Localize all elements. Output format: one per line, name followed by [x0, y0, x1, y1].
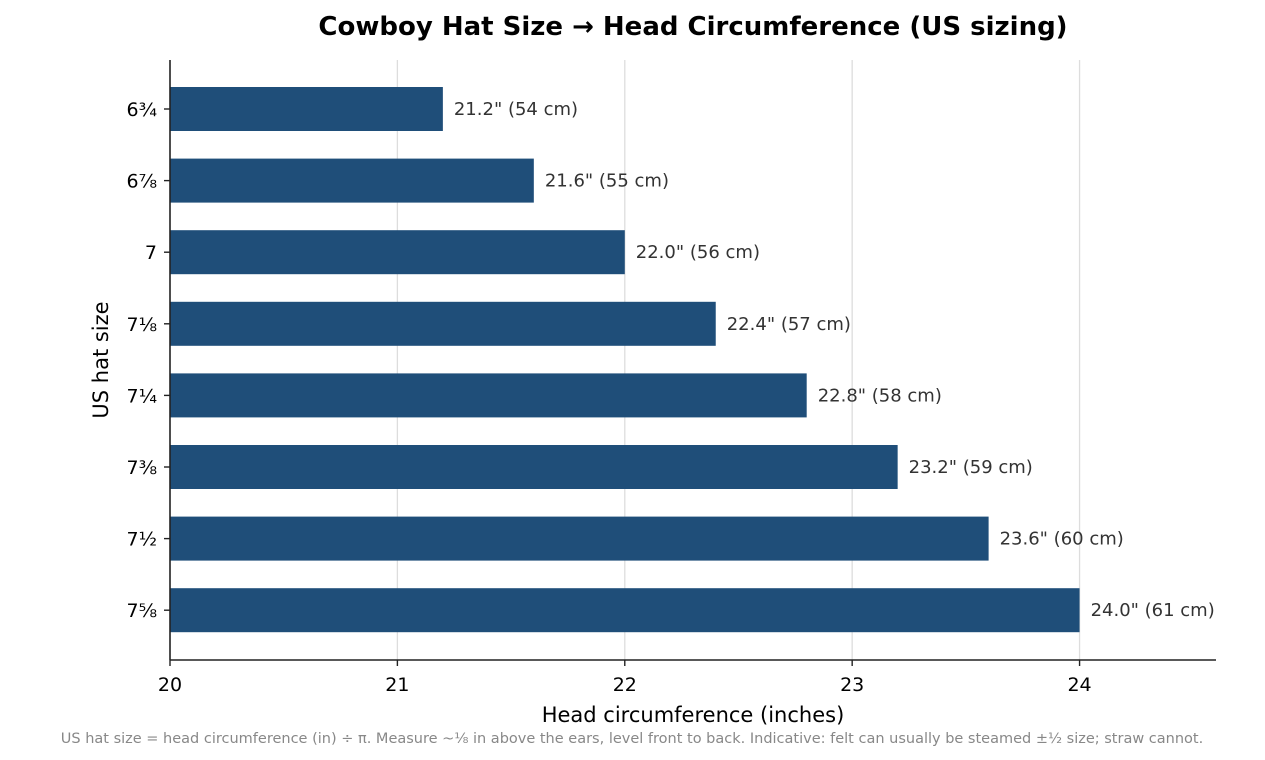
- y-tick-label: 7⅜: [126, 457, 157, 479]
- x-tick-label: 24: [1067, 674, 1091, 696]
- bar-value-label: 22.4" (57 cm): [727, 314, 851, 335]
- bar: [170, 516, 989, 561]
- x-axis-label: Head circumference (inches): [542, 703, 845, 727]
- y-tick-label: 6¾: [126, 99, 157, 121]
- chart-footnote: US hat size = head circumference (in) ÷ …: [61, 731, 1203, 747]
- grid-lines: [396, 60, 1081, 660]
- x-tick-label: 20: [158, 674, 182, 696]
- chart-title: Cowboy Hat Size → Head Circumference (US…: [318, 12, 1067, 42]
- x-tick-label: 23: [840, 674, 864, 696]
- data-labels: 21.2" (54 cm) 21.6" (55 cm) 22.0" (56 cm) 2…: [454, 99, 1215, 621]
- bar: [170, 87, 443, 131]
- bar-value-label: 23.2" (59 cm): [909, 457, 1033, 478]
- bar: [170, 445, 898, 489]
- bar: [170, 373, 807, 418]
- y-tick-label: 7: [145, 242, 157, 264]
- bars: [170, 87, 1080, 633]
- y-tick-label: 7¼: [126, 385, 157, 407]
- bar-value-label: 22.8" (58 cm): [818, 385, 942, 406]
- bar-value-label: 23.6" (60 cm): [1000, 529, 1124, 550]
- tick-labels: 20 21 22 23 24 6¾ 6⅞ 7 7⅛ 7¼ 7⅜ 7½ 7⅝: [126, 99, 1091, 696]
- axes-spines: [164, 60, 1216, 666]
- bar-value-label: 21.2" (54 cm): [454, 99, 578, 120]
- y-tick-label: 7⅛: [126, 314, 157, 336]
- bar: [170, 230, 625, 275]
- x-tick-label: 22: [613, 674, 637, 696]
- bar-value-label: 21.6" (55 cm): [545, 171, 669, 192]
- bar: [170, 158, 534, 203]
- y-tick-label: 7⅝: [126, 600, 157, 622]
- y-tick-label: 6⅞: [126, 171, 157, 193]
- bar: [170, 588, 1080, 633]
- x-tick-label: 21: [385, 674, 409, 696]
- bar-value-label: 22.0" (56 cm): [636, 242, 760, 263]
- bar: [170, 301, 716, 346]
- y-tick-label: 7½: [126, 529, 157, 551]
- bar-value-label: 24.0" (61 cm): [1091, 600, 1215, 621]
- y-axis-label: US hat size: [89, 301, 113, 418]
